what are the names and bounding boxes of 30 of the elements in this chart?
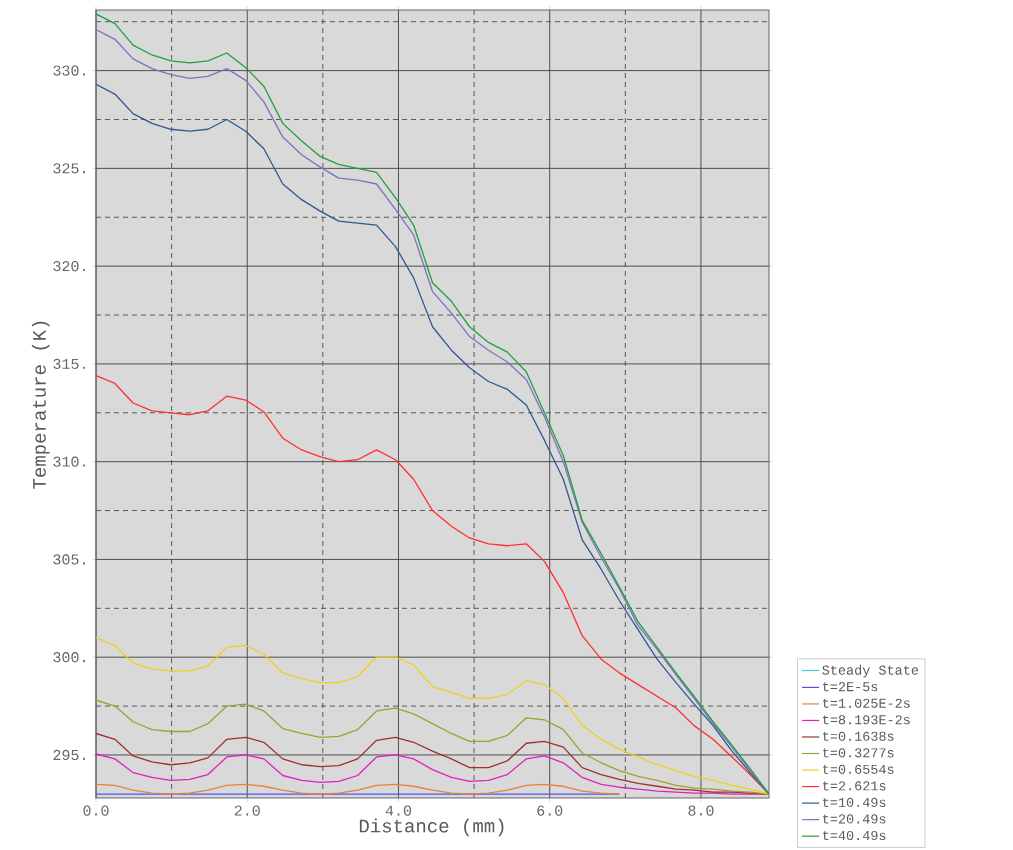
legend-label: t=2.621s — [823, 781, 886, 791]
legend-label: t=0.6554s — [823, 764, 894, 774]
line-series — [96, 637, 769, 795]
x-tick-label: 4.0 — [385, 805, 412, 816]
line-series — [96, 783, 620, 795]
legend-label: t=2E-5s — [823, 682, 878, 692]
y-tick-label: 325. — [53, 163, 85, 174]
y-tick-label: 330. — [53, 65, 85, 76]
line-series — [96, 699, 769, 795]
legend-label: t=40.49s — [823, 830, 886, 841]
legend-label: t=1.025E-2s — [823, 698, 910, 708]
x-tick-label: 2.0 — [234, 805, 260, 816]
legend-label: t=0.3277s — [823, 748, 894, 758]
x-axis-title: Distance (mm) — [359, 818, 504, 837]
y-tick-label: 295. — [53, 749, 85, 761]
legend-label: Steady State — [822, 664, 919, 678]
y-tick-label: 310. — [53, 456, 85, 467]
x-tick-label: 6.0 — [537, 805, 563, 816]
legend-label: t=10.49s — [823, 797, 886, 807]
y-axis-title: Temperature (K) — [31, 321, 50, 489]
x-tick-label: 8.0 — [688, 805, 714, 816]
x-tick-label: 0.0 — [83, 805, 109, 816]
legend-label: t=8.193E-2s — [823, 715, 910, 725]
y-tick-label: 300. — [53, 652, 85, 663]
line-series — [96, 732, 769, 795]
legend-label: t=0.1638s — [823, 731, 894, 741]
y-tick-label: 305. — [53, 554, 85, 565]
legend-label: t=20.49s — [823, 814, 886, 824]
y-tick-label: 320. — [53, 261, 85, 272]
y-tick-label: 315. — [53, 358, 85, 369]
